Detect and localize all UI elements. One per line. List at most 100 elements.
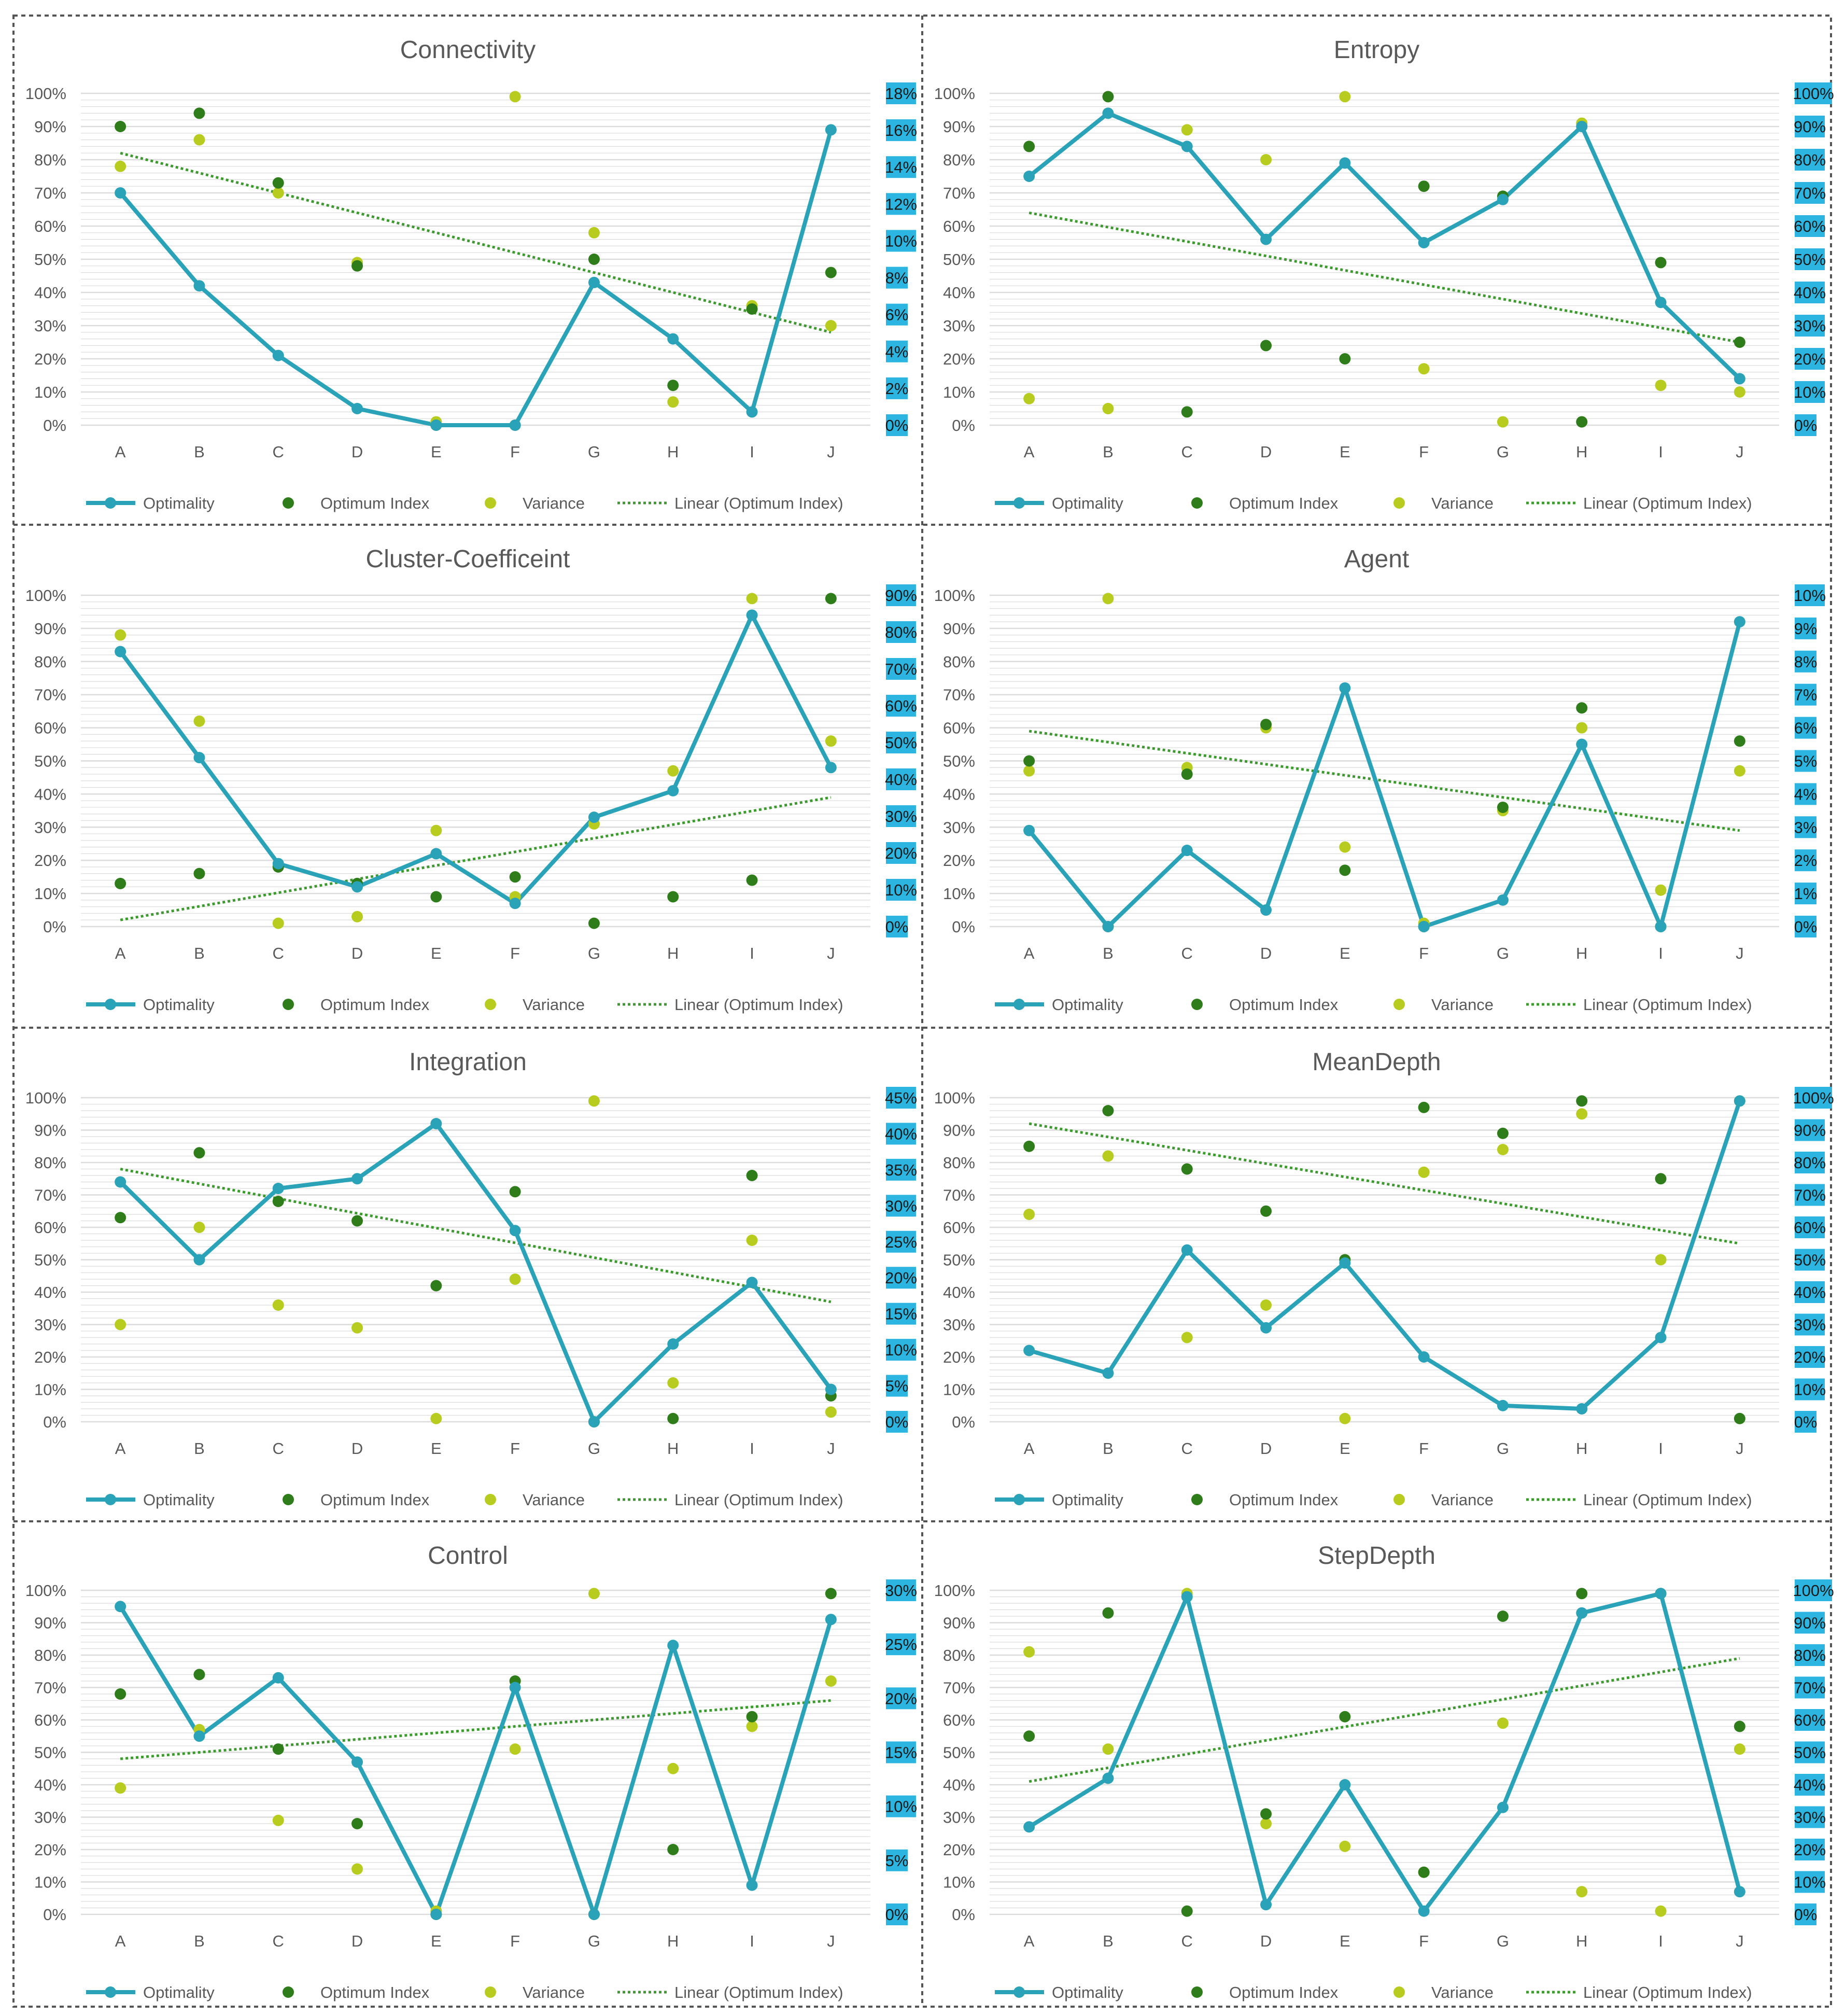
x-axis-tick-label: E — [1340, 443, 1350, 461]
right-axis-tick-box — [1795, 116, 1825, 137]
right-axis-tick-box — [1795, 1411, 1816, 1433]
right-axis-tick-label: 100% — [1793, 1089, 1834, 1107]
legend-linear-label: Linear (Optimum Index) — [1583, 1983, 1752, 2001]
x-axis-tick-label: B — [194, 1439, 205, 1458]
chart-panel-stepdepth: StepDepth 0% 10% 20% 30% 40% 50% 60% 70% 80% 90% 10… — [934, 1542, 1834, 2001]
trend-line-linear-optimum-index — [1029, 1122, 1740, 1245]
right-axis-tick-box — [1795, 1774, 1825, 1796]
optimum-index-point — [825, 267, 837, 278]
x-axis-tick-label: B — [1103, 443, 1114, 461]
optimality-point — [1734, 373, 1745, 385]
right-axis-tick-label: 0% — [885, 416, 909, 435]
optimality-point — [588, 276, 600, 288]
legend-optimum-index-label: Optimum Index — [320, 1491, 430, 1509]
left-axis-tick-label: 60% — [34, 217, 66, 235]
legend-optimum-index-label: Optimum Index — [1229, 996, 1339, 1014]
optimum-index-point — [1181, 1163, 1193, 1175]
x-axis-tick-label: C — [1181, 1439, 1193, 1458]
right-axis-tick-label: 15% — [885, 1305, 917, 1323]
chart-legend: Optimality Optimum Index Variance Linear (O… — [86, 996, 843, 1014]
left-axis-tick-label: 40% — [34, 1283, 66, 1301]
left-axis-tick-label: 100% — [934, 85, 975, 103]
chart-legend: Optimality Optimum Index Variance Linear (O… — [86, 1491, 843, 1509]
charts-layer: Connectivity 0% 10% 20% 30% 40% 50% 60% 70% 80% 90… — [25, 36, 1834, 2001]
optimum-index-point — [1260, 340, 1272, 352]
optimality-point — [825, 762, 837, 774]
optimum-index-point — [667, 891, 679, 903]
optimality-point — [1734, 1095, 1745, 1107]
optimality-point — [193, 1254, 205, 1266]
optimality-point — [667, 333, 679, 345]
optimum-index-point — [1734, 337, 1745, 348]
right-axis-tick-box — [886, 1230, 916, 1253]
legend-variance-label: Variance — [523, 1491, 585, 1509]
legend-optimality-marker — [1013, 1986, 1025, 1998]
optimum-index-point — [193, 867, 205, 879]
variance-point — [272, 1299, 284, 1311]
left-axis-tick-label: 20% — [34, 1841, 66, 1859]
optimum-index-point — [1576, 1588, 1588, 1600]
legend-variance-label: Variance — [1431, 1491, 1494, 1509]
trend-line-linear-optimum-index — [120, 151, 832, 334]
x-axis-tick-label: A — [1024, 1932, 1035, 1950]
right-axis-tick-box — [1795, 816, 1816, 838]
left-axis-tick-label: 90% — [943, 1614, 975, 1632]
variance-point — [746, 1235, 758, 1246]
right-axis-tick-box — [1795, 783, 1816, 805]
optimality-point — [1655, 297, 1667, 309]
optimality-series-line — [119, 1122, 833, 1424]
left-axis-tick-label: 30% — [34, 1809, 66, 1827]
right-axis-tick-box — [886, 768, 916, 790]
left-axis-tick-label: 90% — [34, 620, 66, 638]
variance-point — [1576, 1108, 1588, 1120]
optimum-index-point — [193, 1147, 205, 1159]
right-axis-tick-label: 7% — [1794, 686, 1818, 704]
variance-point — [351, 1863, 363, 1875]
right-axis-tick-label: 15% — [885, 1744, 917, 1762]
optimality-point — [1497, 1399, 1509, 1411]
left-axis-tick-label: 100% — [25, 1581, 66, 1600]
optimality-point — [825, 1614, 837, 1626]
x-axis-tick-label: J — [827, 443, 835, 461]
right-axis-tick-label: 60% — [885, 697, 917, 715]
left-axis-tick-label: 40% — [34, 785, 66, 803]
optimum-index-point — [1339, 353, 1351, 365]
variance-point — [1023, 1209, 1035, 1220]
chart-panel-meandepth: MeanDepth 0% 10% 20% 30% 40% 50% 60% 70% 80% 90% 10… — [934, 1048, 1834, 1509]
x-axis-tick-label: F — [1419, 443, 1429, 461]
right-axis-tick-label: 80% — [1794, 151, 1826, 169]
variance-point — [430, 1412, 442, 1424]
optimum-index-point — [1023, 141, 1035, 152]
right-axis-tick-box — [1795, 248, 1825, 270]
legend-variance-label: Variance — [1431, 1983, 1494, 2001]
optimality-point — [272, 1672, 284, 1684]
right-axis-tick-box — [1795, 1741, 1825, 1763]
x-axis-tick-label: C — [1181, 443, 1193, 461]
left-axis-tick-label: 20% — [34, 851, 66, 870]
optimality-point — [1576, 738, 1588, 750]
right-axis-tick-label: 50% — [1794, 1744, 1826, 1762]
legend-linear-label: Linear (Optimum Index) — [674, 1983, 843, 2001]
right-axis-tick-label: 10% — [885, 881, 917, 899]
optimum-index-point — [746, 874, 758, 886]
x-axis-tick-label: I — [1658, 1932, 1663, 1950]
optimality-point — [1418, 1351, 1430, 1363]
optimum-index-point — [667, 1412, 679, 1424]
variance-point — [667, 1377, 679, 1389]
optimum-index-point — [1497, 801, 1509, 813]
optimality-series-line — [1027, 111, 1741, 381]
variance-point — [1260, 1299, 1272, 1311]
x-axis-tick-label: A — [115, 1932, 126, 1950]
right-axis-tick-label: 18% — [885, 85, 917, 103]
optimum-index-point — [351, 1818, 363, 1829]
left-axis-tick-label: 100% — [25, 586, 66, 605]
optimality-point — [1023, 1345, 1035, 1356]
left-axis-tick-label: 100% — [25, 85, 66, 103]
right-axis-tick-box — [886, 230, 916, 252]
right-axis-tick-label: 10% — [1794, 586, 1826, 605]
x-axis-tick-label: I — [750, 1439, 754, 1458]
legend-optimality-marker — [1013, 1494, 1025, 1505]
right-axis-tick-label: 4% — [885, 343, 909, 361]
left-axis-tick-label: 30% — [943, 1809, 975, 1827]
optimality-series-line — [1029, 1100, 1742, 1411]
